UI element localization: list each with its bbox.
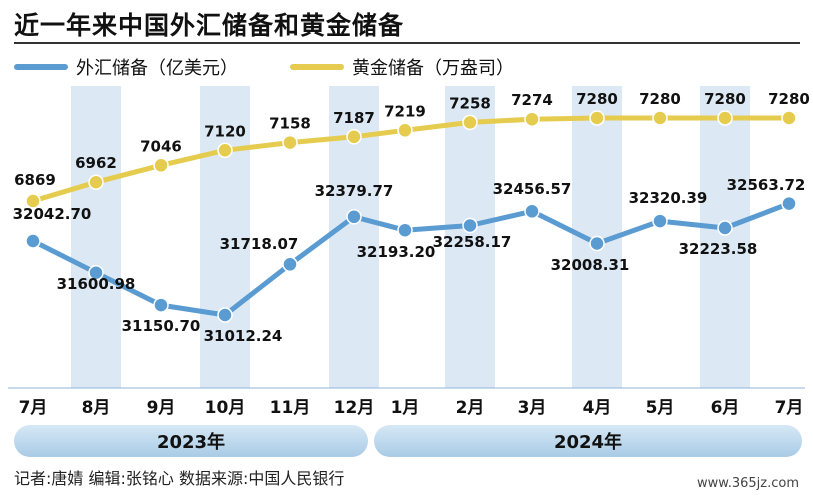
credits: 记者:唐婧 编辑:张铭心 数据来源:中国人民银行: [14, 469, 345, 488]
forex-point: [589, 235, 605, 252]
gold-point: [88, 174, 104, 190]
x-tick-label: 7月: [19, 398, 48, 418]
legend-item-forex: 外汇储备（亿美元）: [14, 54, 238, 80]
forex-point: [652, 213, 668, 229]
forex-data-label: 32008.31: [551, 256, 630, 274]
x-tick-label: 3月: [518, 398, 547, 418]
forex-point: [217, 307, 233, 323]
month-band-column: [700, 86, 750, 388]
gold-data-label: 7158: [269, 115, 311, 133]
gold-data-label: 7258: [449, 94, 491, 112]
gold-point: [346, 129, 362, 145]
x-tick-label: 6月: [711, 398, 740, 418]
forex-data-label: 32563.72: [727, 176, 806, 194]
forex-data-label: 32379.77: [315, 182, 394, 200]
gold-point: [524, 111, 540, 127]
forex-point: [346, 209, 362, 225]
gold-data-label: 6869: [14, 171, 56, 189]
x-tick-label: 10月: [205, 398, 246, 418]
gold-data-label: 7219: [384, 102, 426, 120]
forex-data-label: 32042.70: [13, 205, 92, 223]
gold-point: [717, 110, 733, 126]
gold-data-label: 7280: [576, 90, 618, 108]
forex-point: [153, 297, 169, 313]
chart-title: 近一年来中国外汇储备和黄金储备: [14, 11, 405, 40]
forex-point: [25, 233, 41, 249]
gold-point: [397, 122, 413, 139]
forex-data-label: 32456.57: [493, 180, 572, 198]
forex-data-label: 32320.39: [629, 189, 708, 207]
forex-point: [781, 195, 797, 212]
gold-data-label: 6962: [75, 154, 117, 172]
legend-label-gold: 黄金储备（万盎司）: [352, 58, 514, 79]
gold-point: [217, 142, 233, 159]
month-band-column: [200, 86, 250, 388]
gold-data-label: 7046: [140, 137, 182, 155]
gold-data-label: 7274: [511, 91, 553, 109]
forex-data-label: 32193.20: [357, 243, 436, 261]
gold-point: [282, 134, 298, 151]
forex-data-label: 32258.17: [433, 233, 512, 251]
gold-point: [462, 114, 478, 131]
month-band-column: [71, 86, 121, 388]
gold-point: [589, 110, 605, 126]
x-tick-label: 9月: [147, 398, 176, 418]
x-tick-label: 5月: [646, 398, 675, 418]
gold-data-label: 7280: [639, 90, 681, 108]
legend-item-gold: 黄金储备（万盎司）: [290, 54, 514, 80]
forex-data-label: 31012.24: [204, 327, 283, 345]
forex-data-label: 31600.98: [57, 275, 136, 293]
year-label-2023: 2023年: [156, 432, 226, 453]
gold-data-label: 7280: [768, 90, 810, 108]
gold-data-label: 7120: [204, 122, 246, 140]
legend-label-forex: 外汇储备（亿美元）: [76, 58, 238, 79]
x-tick-label: 12月: [334, 398, 375, 418]
x-tick-label: 8月: [82, 398, 111, 418]
gold-point: [781, 110, 797, 126]
legend-swatch-gold: [290, 64, 344, 70]
forex-data-label: 31718.07: [220, 235, 299, 253]
gold-data-label: 7187: [333, 109, 375, 127]
x-tick-label: 2月: [456, 398, 485, 418]
month-band-column: [445, 86, 495, 388]
forex-point: [717, 220, 733, 236]
forex-point: [397, 222, 413, 238]
forex-point: [88, 264, 104, 281]
forex-data-label: 31150.70: [122, 317, 201, 335]
x-tick-label: 1月: [391, 398, 420, 418]
gold-point: [153, 157, 169, 174]
gold-point: [25, 193, 41, 209]
forex-data-label: 32223.58: [679, 240, 758, 258]
line-chart: 6869 6962 7046 7120 7158 7187 7219 7258 7274 7280…: [8, 86, 810, 418]
x-tick-label: 7月: [775, 398, 804, 418]
x-tick-label: 4月: [583, 398, 612, 418]
watermark: www.365jz.com: [697, 476, 799, 491]
forex-point: [462, 217, 478, 234]
year-label-2024: 2024年: [553, 432, 623, 453]
gold-data-label: 7280: [704, 90, 746, 108]
year-band-2024: 2024年: [374, 425, 802, 457]
year-band-2023: 2023年: [14, 425, 368, 457]
legend-swatch-forex: [14, 64, 68, 70]
forex-point: [524, 203, 540, 220]
forex-point: [282, 256, 298, 273]
gold-point: [652, 110, 668, 126]
title-divider: [14, 42, 800, 44]
x-tick-label: 11月: [270, 398, 311, 418]
